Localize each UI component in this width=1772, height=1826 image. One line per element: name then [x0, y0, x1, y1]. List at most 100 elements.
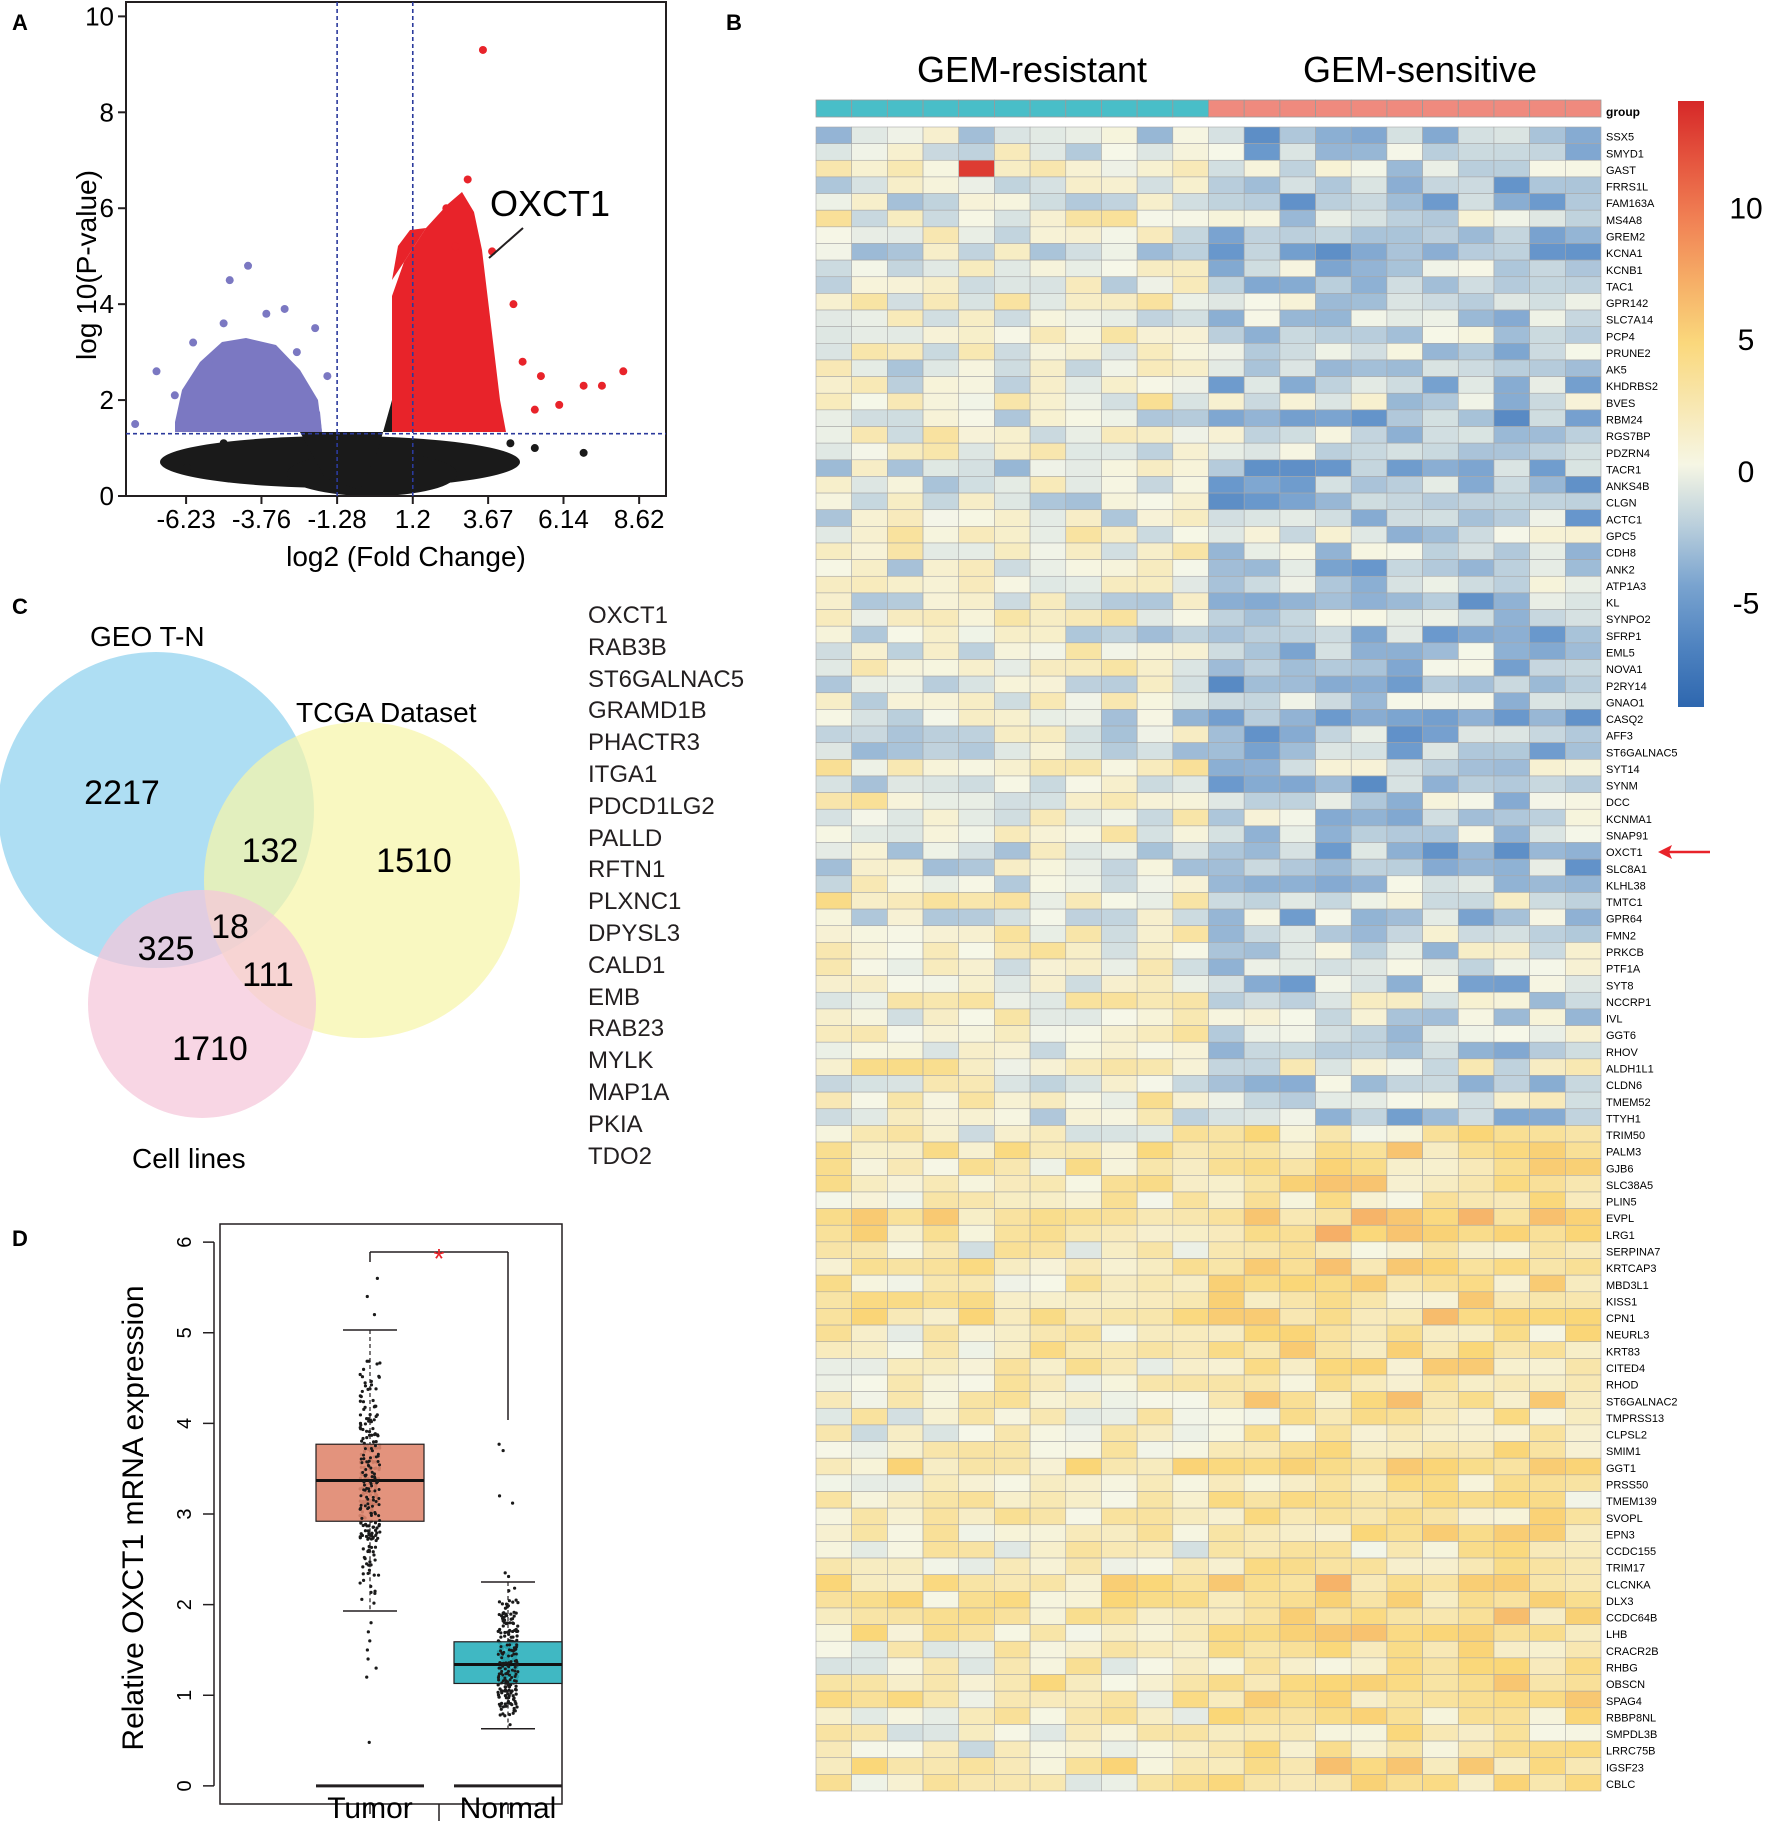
- heatmap-cell: [1457, 476, 1495, 494]
- heatmap-cell: [1172, 858, 1209, 877]
- heatmap-cell: [958, 326, 995, 344]
- boxplot-jitter-point: [365, 1435, 369, 1440]
- heatmap-cell: [1422, 925, 1459, 943]
- heatmap-cell: [1315, 442, 1352, 461]
- heatmap-cell: [1029, 675, 1067, 694]
- heatmap-cell: [1029, 1025, 1067, 1043]
- heatmap-cell: [1243, 1774, 1281, 1792]
- heatmap-cell: [994, 1324, 1031, 1343]
- heatmap-cell: [851, 459, 888, 477]
- heatmap-cell: [1172, 1108, 1209, 1126]
- heatmap-cell: [958, 1191, 995, 1209]
- heatmap-cell: [887, 442, 924, 461]
- volcano-point: [536, 372, 545, 381]
- heatmap-cell: [815, 559, 852, 577]
- heatmap-cell: [1386, 1657, 1423, 1675]
- heatmap-cell: [1101, 1291, 1138, 1309]
- heatmap-cell: [1350, 858, 1388, 877]
- heatmap-cell: [1279, 692, 1316, 710]
- boxplot-jitter-point: [372, 1472, 376, 1476]
- heatmap-cell: [1493, 459, 1530, 477]
- heatmap-cell: [1457, 908, 1495, 927]
- heatmap-cell: [1315, 409, 1352, 427]
- heatmap-cell: [1457, 1258, 1495, 1276]
- heatmap-cell: [1493, 991, 1530, 1010]
- heatmap-cell: [1172, 625, 1209, 644]
- heatmap-cell: [1243, 875, 1281, 893]
- heatmap-cell: [1565, 1191, 1602, 1209]
- heatmap-cell: [958, 1624, 995, 1642]
- heatmap-cell: [1279, 1091, 1316, 1110]
- heatmap-cell: [1529, 1058, 1566, 1076]
- heatmap-cell: [1101, 559, 1138, 577]
- heatmap-row-label: TRIM17: [1606, 1563, 1645, 1575]
- heatmap-cell: [1493, 1308, 1530, 1326]
- heatmap-cell: [1493, 1740, 1530, 1759]
- heatmap-cell: [994, 1158, 1031, 1176]
- heatmap-cell: [1315, 1358, 1352, 1376]
- heatmap-cell: [1493, 526, 1530, 544]
- boxplot-jitter-point: [377, 1514, 381, 1518]
- volcano-point: [579, 448, 588, 457]
- heatmap-cell: [994, 1507, 1031, 1526]
- heatmap-cell: [1029, 1108, 1067, 1126]
- heatmap-cell: [1457, 958, 1495, 976]
- heatmap-cell: [1529, 1108, 1566, 1126]
- heatmap-cell: [1315, 1274, 1352, 1293]
- boxplot-boxes: [315, 1329, 563, 1730]
- heatmap-cell: [1315, 975, 1352, 993]
- heatmap-cell: [1101, 1308, 1138, 1326]
- heatmap-cell: [1065, 1557, 1102, 1575]
- heatmap-cell: [1029, 1724, 1067, 1742]
- heatmap-cell: [922, 426, 960, 444]
- boxplot-jitter-point: [366, 1537, 370, 1541]
- heatmap-row-label: RHOV: [1606, 1047, 1638, 1059]
- heatmap-cell: [1565, 126, 1602, 144]
- boxplot-jitter-point: [361, 1523, 365, 1528]
- volcano-point: [442, 204, 451, 213]
- heatmap-cell: [1243, 991, 1281, 1010]
- heatmap-cell: [1101, 526, 1138, 544]
- heatmap-cell: [1529, 392, 1566, 411]
- heatmap-cell: [815, 1041, 852, 1060]
- heatmap-cell: [922, 1591, 960, 1609]
- heatmap-cell: [1101, 126, 1138, 144]
- heatmap-group-cell: [1422, 99, 1459, 118]
- heatmap-cell: [1029, 858, 1067, 877]
- heatmap-cell: [1386, 159, 1423, 178]
- heatmap-cell: [887, 1258, 924, 1276]
- boxplot-jitter-point: [503, 1634, 507, 1638]
- heatmap-cell: [1315, 1058, 1352, 1076]
- heatmap-cell: [851, 293, 888, 311]
- heatmap-cell: [1101, 975, 1138, 993]
- heatmap-cell: [1457, 575, 1495, 594]
- heatmap-cell: [922, 1557, 960, 1575]
- heatmap-row-label: CBLC: [1606, 1779, 1635, 1791]
- heatmap-cell: [1315, 858, 1352, 877]
- heatmap-cell: [1422, 1574, 1459, 1592]
- heatmap-cell: [1422, 725, 1459, 743]
- heatmap-cell: [922, 1407, 960, 1426]
- heatmap-cell: [1457, 975, 1495, 993]
- boxplot-jitter-point: [500, 1602, 504, 1606]
- heatmap-cell: [1422, 1058, 1459, 1076]
- heatmap-cell: [1350, 243, 1388, 261]
- heatmap-cell: [1493, 1407, 1530, 1426]
- heatmap-cell: [1101, 625, 1138, 644]
- heatmap-cell: [1350, 808, 1388, 827]
- heatmap-cell: [1279, 1008, 1316, 1026]
- heatmap-cell: [994, 1208, 1031, 1226]
- heatmap-cell: [851, 1075, 888, 1093]
- heatmap-group-label-sensitive: GEM-sensitive: [1303, 49, 1537, 90]
- boxplot-jitter-point: [500, 1656, 504, 1660]
- heatmap-cell: [1529, 725, 1566, 743]
- heatmap-cell: [1457, 1574, 1495, 1592]
- heatmap-cell: [1208, 1108, 1245, 1126]
- heatmap-cell: [994, 1624, 1031, 1642]
- heatmap-cell: [1350, 1208, 1388, 1226]
- heatmap-cell: [1065, 575, 1102, 594]
- heatmap-cell: [1457, 1158, 1495, 1176]
- heatmap-cell: [1101, 742, 1138, 760]
- heatmap-cell: [994, 1441, 1031, 1459]
- boxplot-ytick-label: 4: [174, 1418, 196, 1429]
